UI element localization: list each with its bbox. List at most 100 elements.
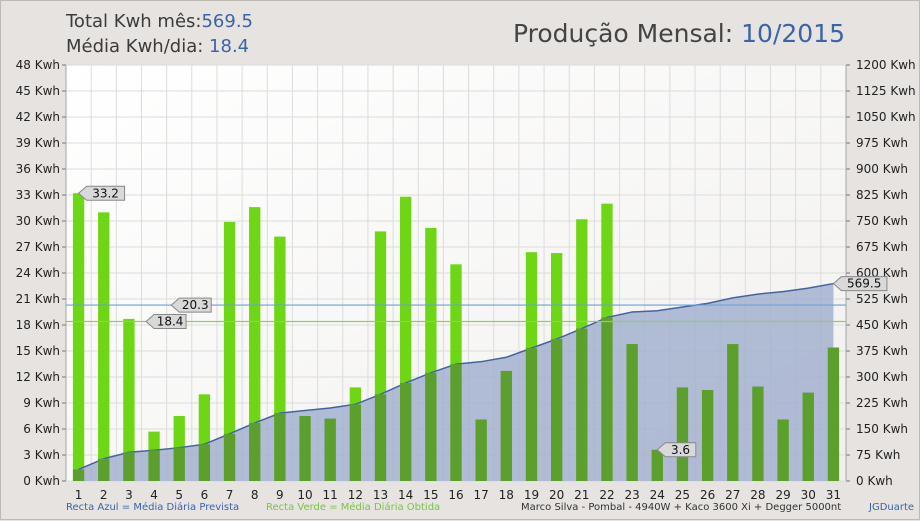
avg-kwh-day: Média Kwh/dia: 18.4 <box>66 36 249 57</box>
y-right-tick-label: 225 Kwh <box>856 396 908 410</box>
day-bar-overlap <box>576 328 588 481</box>
day-bar-overlap <box>500 370 512 481</box>
y-left-tick-label: 45 Kwh <box>16 84 60 98</box>
system-info: Marco Silva - Pombal - 4940W + Kaco 3600… <box>521 502 842 513</box>
day-bar-overlap <box>701 390 714 481</box>
day-bar-overlap <box>123 452 135 481</box>
x-tick-label: 19 <box>524 488 539 502</box>
day-bar-overlap <box>72 469 85 481</box>
x-tick-label: 9 <box>276 488 284 502</box>
day-bar <box>400 196 412 481</box>
x-tick-label: 12 <box>348 488 363 502</box>
day-bar-overlap <box>148 450 160 481</box>
y-right-tick-label: 75 Kwh <box>856 448 900 462</box>
day-bar <box>425 227 437 481</box>
avg-kwh-value: 18.4 <box>209 36 250 57</box>
x-tick-label: 7 <box>226 488 234 502</box>
y-right-tick-label: 1200 Kwh <box>856 58 916 72</box>
x-tick-label: 16 <box>448 488 463 502</box>
day-bar-overlap <box>249 422 261 481</box>
value-callout-box <box>656 442 697 458</box>
day-bar-overlap <box>349 404 362 481</box>
y-right-tick-label: 1050 Kwh <box>856 110 916 124</box>
y-right-tick-label: 675 Kwh <box>856 240 908 254</box>
day-bar-overlap <box>752 386 764 481</box>
total-kwh-label: Total Kwh mês: <box>66 11 202 32</box>
reference-label: 20.3 <box>182 298 209 312</box>
chart-title-month: 10/2015 <box>741 19 845 48</box>
day-bar-overlap <box>299 416 311 481</box>
y-left-tick-label: 12 Kwh <box>16 370 60 384</box>
x-tick-label: 5 <box>175 488 183 502</box>
day-bar-overlap <box>475 419 487 481</box>
day-bar-overlap <box>651 449 663 481</box>
y-left-tick-label: 9 Kwh <box>23 396 60 410</box>
x-tick-label: 17 <box>474 488 489 502</box>
value-callout-box <box>77 185 126 201</box>
y-left-tick-label: 6 Kwh <box>23 422 60 436</box>
y-right-tick-label: 825 Kwh <box>856 188 908 202</box>
y-left-tick-label: 39 Kwh <box>16 136 60 150</box>
x-tick-label: 21 <box>574 488 589 502</box>
day-bar <box>223 221 236 481</box>
day-bar-overlap <box>324 418 336 481</box>
value-callout-box <box>832 276 888 292</box>
x-tick-label: 8 <box>251 488 259 502</box>
value-callout-label: 569.5 <box>847 277 881 291</box>
x-tick-label: 31 <box>826 488 841 502</box>
y-left-tick-label: 27 Kwh <box>16 240 60 254</box>
y-right-tick-label: 1125 Kwh <box>856 84 916 98</box>
x-tick-label: 23 <box>624 488 639 502</box>
x-tick-label: 11 <box>323 488 338 502</box>
day-bar-overlap <box>425 372 437 481</box>
x-tick-label: 15 <box>423 488 438 502</box>
y-right-tick-label: 975 Kwh <box>856 136 908 150</box>
y-left-tick-label: 30 Kwh <box>16 214 60 228</box>
x-tick-label: 1 <box>75 488 83 502</box>
legend-blue-line: Recta Azul = Média Diária Prevista <box>66 502 240 513</box>
x-tick-label: 25 <box>675 488 690 502</box>
y-right-tick-label: 375 Kwh <box>856 344 908 358</box>
total-kwh-month: Total Kwh mês:569.5 <box>66 11 253 32</box>
author-credit: JGDuarte <box>869 502 915 513</box>
reference-label: 18.4 <box>157 315 184 329</box>
day-bar-overlap <box>626 344 638 481</box>
day-bar-overlap <box>198 444 211 481</box>
daily-bars-overlap <box>72 317 840 481</box>
x-tick-label: 13 <box>373 488 388 502</box>
x-tick-label: 22 <box>599 488 614 502</box>
x-tick-label: 6 <box>201 488 209 502</box>
day-bar-overlap <box>601 317 613 481</box>
value-callout-label: 33.2 <box>92 186 119 200</box>
day-bar-overlap <box>374 394 387 481</box>
day-bar-overlap <box>400 382 412 481</box>
day-bar-overlap <box>450 364 462 481</box>
y-left-tick-label: 33 Kwh <box>16 188 60 202</box>
day-bar-overlap <box>525 348 538 481</box>
day-bar <box>374 231 387 481</box>
reference-lines: 20.3 18.4 <box>66 297 846 330</box>
x-tick-label: 3 <box>125 488 133 502</box>
callouts: 33.2 3.6 569.5 <box>77 185 888 458</box>
day-bar-overlap <box>777 419 789 481</box>
y-left-tick-label: 36 Kwh <box>16 162 60 176</box>
y-left-tick-label: 0 Kwh <box>23 474 60 488</box>
x-tick-label: 18 <box>499 488 514 502</box>
y-right-tick-label: 900 Kwh <box>856 162 908 176</box>
y-right-tick-label: 525 Kwh <box>856 292 908 306</box>
y-left-tick-label: 48 Kwh <box>16 58 60 72</box>
day-bar <box>72 193 85 481</box>
day-bar-overlap <box>223 433 236 481</box>
y-right-tick-label: 300 Kwh <box>856 370 908 384</box>
y-right-tick-label: 0 Kwh <box>856 474 893 488</box>
y-left-tick-label: 15 Kwh <box>16 344 60 358</box>
y-left-tick-label: 24 Kwh <box>16 266 60 280</box>
day-bar-overlap <box>550 339 563 481</box>
x-tick-label: 4 <box>150 488 158 502</box>
reference-label-box <box>170 297 212 313</box>
avg-kwh-label: Média Kwh/dia: <box>66 36 204 57</box>
y-left-tick-label: 18 Kwh <box>16 318 60 332</box>
